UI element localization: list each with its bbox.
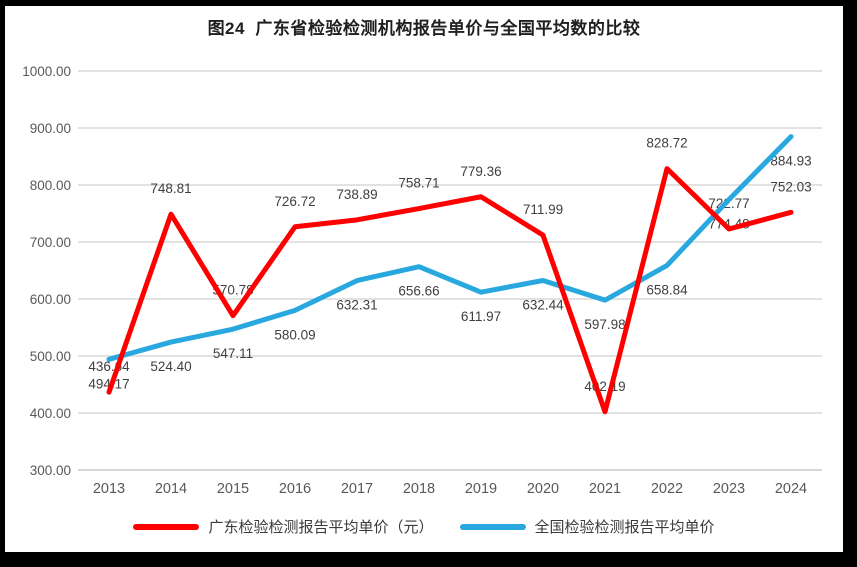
data-label-series0-2020: 711.99 xyxy=(523,202,563,217)
data-label-series1-2016: 580.09 xyxy=(274,327,315,342)
data-label-series1-2017: 632.31 xyxy=(336,298,377,313)
data-label-series0-2019: 779.36 xyxy=(460,164,501,179)
data-label-series1-2018: 656.66 xyxy=(398,284,439,299)
data-label-series1-2021: 597.98 xyxy=(584,317,625,332)
series-line-1 xyxy=(106,134,794,362)
chart-legend: 广东检验检测报告平均单价（元） 全国检验检测报告平均单价 xyxy=(5,516,843,537)
x-tick-label: 2024 xyxy=(775,481,807,497)
data-label-series1-2022: 658.84 xyxy=(646,282,688,297)
data-label-series1-2019: 611.97 xyxy=(461,309,501,324)
y-tick-label: 400.00 xyxy=(30,406,71,421)
line-chart-plot-area: 300.00 400.00 500.00 600.00 700.00 800.00 900.… xyxy=(22,64,822,497)
chart-title: 图24 广东省检验检测机构报告单价与全国平均数的比较 xyxy=(207,19,641,38)
data-label-series1-2015: 547.11 xyxy=(213,346,253,361)
red-line-swatch-icon xyxy=(133,523,200,530)
y-tick-label: 600.00 xyxy=(30,292,71,307)
y-tick-label: 500.00 xyxy=(30,349,71,364)
y-tick-label: 1000.00 xyxy=(22,64,71,79)
series-line-0 xyxy=(106,166,794,415)
data-label-series0-2017: 738.89 xyxy=(336,187,377,202)
data-label-series1-2014: 524.40 xyxy=(150,359,191,374)
x-tick-label: 2015 xyxy=(217,481,249,497)
data-label-series0-2024: 752.03 xyxy=(770,179,811,194)
data-label-series0-2021: 402.19 xyxy=(584,379,625,394)
y-tick-label: 700.00 xyxy=(30,235,71,250)
x-tick-label: 2020 xyxy=(527,481,559,497)
x-tick-label: 2021 xyxy=(589,481,621,497)
legend-label-national: 全国检验检测报告平均单价 xyxy=(534,519,715,536)
x-tick-label: 2022 xyxy=(651,481,683,497)
data-label-series1-2020: 632.44 xyxy=(522,298,564,313)
data-label-series1-2024: 884.93 xyxy=(770,154,811,169)
y-tick-label: 800.00 xyxy=(30,178,71,193)
x-tick-label: 2017 xyxy=(341,481,373,497)
chart-panel: 图24 广东省检验检测机构报告单价与全国平均数的比较 300.00 400.00 5… xyxy=(5,6,843,552)
y-tick-label: 900.00 xyxy=(30,121,71,136)
x-tick-label: 2014 xyxy=(155,481,187,497)
data-label-series0-2014: 748.81 xyxy=(150,181,191,196)
data-label-series0-2022: 828.72 xyxy=(646,136,687,151)
x-tick-label: 2013 xyxy=(93,481,125,497)
x-tick-label: 2023 xyxy=(713,481,745,497)
blue-line-swatch-icon xyxy=(459,523,526,530)
legend-item-guangdong: 广东检验检测报告平均单价（元） xyxy=(133,516,434,537)
x-tick-label: 2016 xyxy=(279,481,311,497)
data-label-series0-2016: 726.72 xyxy=(274,194,315,209)
y-tick-label: 300.00 xyxy=(30,463,71,478)
x-tick-label: 2019 xyxy=(465,481,497,497)
legend-item-national: 全国检验检测报告平均单价 xyxy=(459,516,715,537)
data-label-series0-2015: 570.78 xyxy=(212,283,253,298)
x-tick-label: 2018 xyxy=(403,481,435,497)
legend-label-guangdong: 广东检验检测报告平均单价（元） xyxy=(208,519,434,536)
data-label-series1-2013: 494.17 xyxy=(88,376,129,391)
data-label-series0-2018: 758.71 xyxy=(398,176,439,191)
